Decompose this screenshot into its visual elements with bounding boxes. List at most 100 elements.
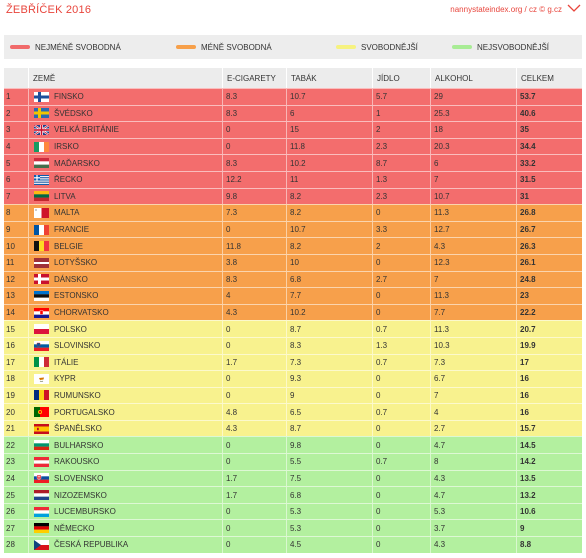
jidlo-cell: 0 [376, 523, 381, 533]
flag-cell [32, 355, 50, 371]
column-header-celkem[interactable]: CELKEM [516, 68, 582, 88]
tabak-cell: 8.2 [290, 208, 302, 218]
alkohol-cell: 4.3 [434, 473, 446, 483]
country-cell: IRSKO [54, 142, 79, 152]
country-cell: FINSKO [54, 92, 84, 102]
alkohol-cell: 4 [434, 407, 439, 417]
celkem-cell: 26.8 [520, 208, 536, 218]
country-cell: ITÁLIE [54, 357, 79, 367]
flag-sk-icon [33, 473, 49, 484]
table-row[interactable]: 21 ŠPANĚLSKO 4.3 8.7 0 2.7 15.7 [4, 419, 582, 437]
alkohol-cell: 4.3 [434, 540, 446, 550]
tabak-cell: 8.2 [290, 191, 302, 201]
column-header-alkohol[interactable]: ALKOHOL [430, 68, 516, 88]
ecig-cell: 0 [226, 390, 231, 400]
ecig-cell: 4.3 [226, 308, 238, 318]
table-row[interactable]: 15 POLSKO 0 8.7 0.7 11.3 20.7 [4, 320, 582, 337]
table-row[interactable]: 8 MALTA 7.3 8.2 0 11.3 26.8 [4, 204, 582, 221]
ecig-cell: 0 [226, 440, 231, 450]
ecig-cell: 3.8 [226, 258, 238, 268]
rank-cell: 17 [6, 357, 15, 367]
celkem-cell: 16 [520, 374, 529, 384]
alkohol-cell: 3.7 [434, 523, 446, 533]
column-header-ecig[interactable]: E-CIGARETY [222, 68, 286, 88]
table-row[interactable]: 20 PORTUGALSKO 4.8 6.5 0.7 4 16 [4, 403, 582, 420]
ecig-cell: 0 [226, 507, 231, 517]
flag-cell [32, 139, 50, 155]
celkem-cell: 17 [520, 357, 529, 367]
table-row[interactable]: 12 DÁNSKO 8.3 6.8 2.7 7 24.8 [4, 270, 582, 288]
rank-cell: 13 [6, 291, 15, 301]
ecig-cell: 0 [226, 457, 231, 467]
table-header-row: ZEMĚ E-CIGARETY TABÁK JÍDLO ALKOHOL CELK… [4, 68, 582, 88]
flag-it-icon [33, 357, 49, 368]
jidlo-cell: 2 [376, 125, 381, 135]
alkohol-cell: 11.3 [434, 291, 449, 301]
ecig-cell: 0 [226, 125, 231, 135]
flag-es-icon [33, 423, 49, 434]
flag-cell [32, 255, 50, 271]
jidlo-cell: 0 [376, 473, 381, 483]
table-row[interactable]: 6 ŘECKO 12.2 11 1.3 7 31.5 [4, 170, 582, 188]
celkem-cell: 35 [520, 125, 529, 135]
source-credit[interactable]: nannystateindex.org / cz © g.cz [450, 5, 562, 14]
celkem-cell: 34.4 [520, 142, 536, 152]
flag-cz-icon [33, 539, 49, 550]
country-cell: MAĎARSKO [54, 158, 100, 168]
country-cell: NIZOZEMSKO [54, 490, 107, 500]
celkem-cell: 23 [520, 291, 529, 301]
table-row[interactable]: 7 LITVA 9.8 8.2 2.3 10.7 31 [4, 187, 582, 205]
table-row[interactable]: 2 ŠVÉDSKO 8.3 6 1 25.3 40.6 [4, 104, 582, 122]
alkohol-cell: 6 [434, 158, 439, 168]
column-header-jidlo[interactable]: JÍDLO [372, 68, 430, 88]
flag-gb-icon [33, 124, 49, 135]
ecig-cell: 12.2 [226, 175, 242, 185]
table-row[interactable]: 3 VELKÁ BRITÁNIE 0 15 2 18 35 [4, 121, 582, 138]
legend-swatch-yellow [336, 45, 356, 49]
flag-ro-icon [33, 390, 49, 401]
table-row[interactable]: 4 IRSKO 0 11.8 2.3 20.3 34.4 [4, 137, 582, 155]
table-row[interactable]: 24 SLOVENSKO 1.7 7.5 0 4.3 13.5 [4, 469, 582, 487]
table-row[interactable]: 1 FINSKO 8.3 10.7 5.7 29 53.7 [4, 88, 582, 105]
table-row[interactable]: 9 FRANCIE 0 10.7 3.3 12.7 26.7 [4, 220, 582, 238]
table-row[interactable]: 13 ESTONSKO 4 7.7 0 11.3 23 [4, 287, 582, 304]
table-row[interactable]: 14 CHORVATSKO 4.3 10.2 0 7.7 22.2 [4, 303, 582, 321]
celkem-cell: 10.6 [520, 507, 536, 517]
alkohol-cell: 7.7 [434, 308, 446, 318]
header: ŽEBŘÍČEK 2016 nannystateindex.org / cz ©… [0, 0, 586, 22]
table-row[interactable]: 28 ČESKÁ REPUBLIKA 0 4.5 0 4.3 8.8 [4, 536, 582, 553]
legend-item-least-free: NEJMÉNĚ SVOBODNÁ [10, 35, 121, 59]
country-cell: LUCEMBURSKO [54, 507, 116, 517]
rank-cell: 21 [6, 424, 15, 434]
country-cell: LOTYŠSKO [54, 258, 98, 268]
table-row[interactable]: 25 NIZOZEMSKO 1.7 6.8 0 4.7 13.2 [4, 486, 582, 503]
table-row[interactable]: 22 BULHARSKO 0 9.8 0 4.7 14.5 [4, 436, 582, 454]
table-row[interactable]: 27 NĚMECKO 0 5.3 0 3.7 9 [4, 519, 582, 537]
table-row[interactable]: 18 KYPR 0 9.3 0 6.7 16 [4, 370, 582, 387]
chevron-down-icon[interactable] [567, 3, 581, 13]
legend: NEJMÉNĚ SVOBODNÁ MÉNĚ SVOBODNÁ SVOBODNĚJ… [4, 35, 582, 59]
table-row[interactable]: 26 LUCEMBURSKO 0 5.3 0 5.3 10.6 [4, 502, 582, 520]
tabak-cell: 6.8 [290, 274, 302, 284]
column-header-tabak[interactable]: TABÁK [286, 68, 372, 88]
alkohol-cell: 4.3 [434, 241, 446, 251]
flag-cell [32, 106, 50, 122]
table-row[interactable]: 5 MAĎARSKO 8.3 10.2 8.7 6 33.2 [4, 154, 582, 171]
table-row[interactable]: 17 ITÁLIE 1.7 7.3 0.7 7.3 17 [4, 353, 582, 371]
flag-se-icon [33, 108, 49, 119]
rank-cell: 6 [6, 175, 11, 185]
tabak-cell: 4.5 [290, 540, 302, 550]
ranking-table: ZEMĚ E-CIGARETY TABÁK JÍDLO ALKOHOL CELK… [4, 68, 582, 553]
country-cell: BELGIE [54, 241, 83, 251]
table-row[interactable]: 10 BELGIE 11.8 8.2 2 4.3 26.3 [4, 237, 582, 254]
rank-cell: 1 [6, 92, 11, 102]
table-row[interactable]: 19 RUMUNSKO 0 9 0 7 16 [4, 386, 582, 404]
table-row[interactable]: 23 RAKOUSKO 0 5.5 0.7 8 14.2 [4, 453, 582, 470]
rank-cell: 24 [6, 473, 15, 483]
table-row[interactable]: 16 SLOVINSKO 0 8.3 1.3 10.3 19.9 [4, 336, 582, 354]
tabak-cell: 10.2 [290, 308, 306, 318]
jidlo-cell: 8.7 [376, 158, 388, 168]
country-cell: NĚMECKO [54, 523, 95, 533]
table-row[interactable]: 11 LOTYŠSKO 3.8 10 0 12.3 26.1 [4, 253, 582, 271]
column-header-country[interactable]: ZEMĚ [28, 68, 226, 88]
